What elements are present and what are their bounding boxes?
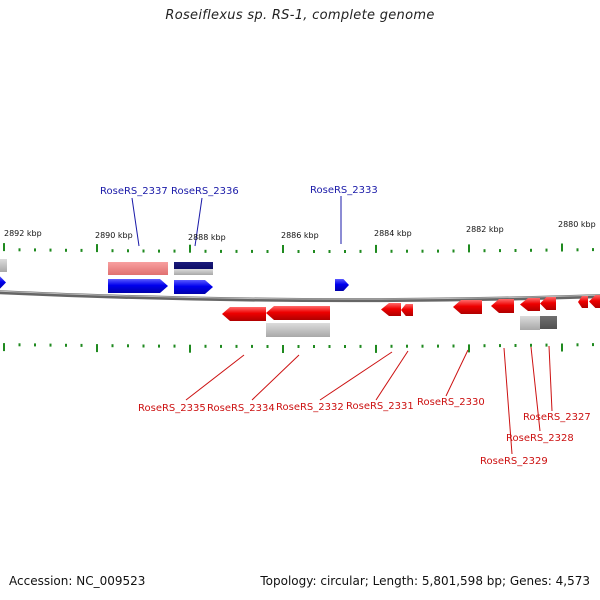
gene-label-rosers-2329[interactable]: RoseRS_2329: [480, 456, 548, 467]
gene-label-rosers-2333[interactable]: RoseRS_2333: [310, 185, 378, 196]
reverse-gene[interactable]: [491, 299, 514, 313]
score-box: [0, 259, 7, 272]
gene-label-rosers-2331[interactable]: RoseRS_2331: [346, 401, 414, 412]
score-box: [540, 316, 557, 329]
map-title: Roseiflexus sp. RS-1, complete genome: [165, 8, 435, 23]
gene-label-rosers-2336[interactable]: RoseRS_2336: [171, 186, 239, 197]
leader-line: [548, 345, 553, 412]
reverse-gene[interactable]: [222, 307, 266, 321]
leader-line: [131, 197, 140, 247]
reverse-gene[interactable]: [520, 298, 540, 311]
gene-label-rosers-2337[interactable]: RoseRS_2337: [100, 186, 168, 197]
leader-line: [194, 197, 203, 247]
leader-line: [185, 354, 245, 401]
leader-line: [251, 354, 300, 401]
genome-backbone-highlight: [0, 290, 600, 300]
score-box: [266, 323, 330, 337]
score-box: [108, 262, 168, 275]
leader-line: [445, 349, 469, 397]
scale-label: 2888 kbp: [188, 233, 226, 242]
reverse-gene[interactable]: [589, 295, 600, 308]
gene-label-rosers-2330[interactable]: RoseRS_2330: [417, 397, 485, 408]
reverse-gene[interactable]: [401, 304, 413, 316]
reverse-gene[interactable]: [540, 297, 556, 310]
score-box: [520, 316, 540, 330]
leader-line: [503, 347, 513, 455]
accession-text: Accession: NC_009523: [9, 574, 146, 588]
gene-label-rosers-2327[interactable]: RoseRS_2327: [523, 412, 591, 423]
scale-label: 2884 kbp: [374, 229, 412, 238]
forward-gene[interactable]: [108, 279, 168, 293]
reverse-gene[interactable]: [453, 300, 482, 314]
topology-text: Topology: circular; Length: 5,801,598 bp…: [260, 574, 590, 588]
reverse-gene[interactable]: [578, 296, 588, 308]
gene-label-rosers-2332[interactable]: RoseRS_2332: [276, 402, 344, 413]
scale-label: 2892 kbp: [4, 229, 42, 238]
leader-line: [530, 346, 541, 432]
leader-line: [375, 350, 409, 401]
gene-label-rosers-2334[interactable]: RoseRS_2334: [207, 403, 275, 414]
forward-gene-edge[interactable]: [0, 276, 6, 289]
leader-line: [319, 351, 393, 401]
gene-label-rosers-2328[interactable]: RoseRS_2328: [506, 433, 574, 444]
scale-label: 2880 kbp: [558, 220, 596, 229]
score-box: [174, 269, 213, 275]
forward-gene[interactable]: [335, 279, 349, 291]
scale-label: 2882 kbp: [466, 225, 504, 234]
forward-gene[interactable]: [174, 280, 213, 294]
scale-label: 2890 kbp: [95, 231, 133, 240]
reverse-gene[interactable]: [381, 303, 401, 316]
scale-label: 2886 kbp: [281, 231, 319, 240]
genome-backbone: [0, 290, 600, 303]
gene-label-rosers-2335[interactable]: RoseRS_2335: [138, 403, 206, 414]
reverse-gene[interactable]: [266, 306, 330, 320]
